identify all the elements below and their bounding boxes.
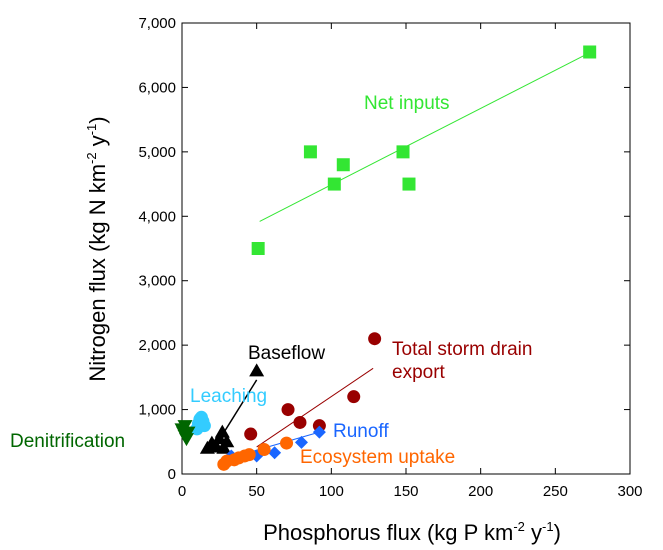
data-point [583, 45, 596, 58]
series-label-line: Ecosystem uptake [300, 447, 455, 468]
data-point [293, 416, 306, 429]
fit-line [260, 53, 590, 222]
x-tick-label: 50 [248, 483, 265, 500]
y-tick-label: 6,000 [138, 79, 176, 96]
series-label-line: Baseflow [248, 343, 325, 364]
x-axis-title: Phosphorus flux (kg P km-2 y-1) [263, 519, 561, 545]
series-label-line: Runoff [333, 421, 389, 442]
y-tick-label: 1,000 [138, 402, 176, 419]
data-point [280, 437, 293, 450]
series-label: Baseflow [248, 343, 325, 364]
data-point [252, 242, 265, 255]
series-label-line: Net inputs [364, 93, 450, 114]
series-label: Net inputs [364, 93, 450, 114]
data-point [347, 390, 360, 403]
series-label: Runoff [333, 421, 389, 442]
data-point [282, 403, 295, 416]
data-point [328, 178, 341, 191]
data-point [198, 419, 211, 432]
data-point [337, 158, 350, 171]
data-point [304, 145, 317, 158]
data-point [258, 443, 271, 456]
series-label: Denitrification [10, 431, 125, 452]
series-label-line: export [392, 362, 446, 383]
data-point [244, 428, 257, 441]
data-point [243, 448, 256, 461]
series-label-line: Total storm drain [392, 339, 532, 360]
series-label: Total storm drain export [392, 339, 532, 383]
data-point [249, 363, 264, 376]
x-tick-label: 0 [178, 483, 186, 500]
axis-ticks: 0 50 100 150 200 250 300 0 1,000 2,000 3,000 4,000 5… [138, 15, 642, 500]
series-label: Leaching [190, 386, 267, 407]
x-tick-label: 100 [319, 483, 344, 500]
data-point [368, 332, 381, 345]
y-tick-label: 0 [168, 466, 176, 483]
y-tick-label: 4,000 [138, 208, 176, 225]
y-tick-label: 3,000 [138, 273, 176, 290]
y-axis-title: Nitrogen flux (kg N km-2 y-1) [84, 116, 110, 381]
x-tick-label: 300 [617, 483, 642, 500]
x-tick-label: 150 [393, 483, 418, 500]
data-point [402, 178, 415, 191]
y-tick-label: 7,000 [138, 15, 176, 32]
x-tick-label: 200 [468, 483, 493, 500]
series-label: Ecosystem uptake [300, 447, 455, 468]
y-tick-label: 5,000 [138, 144, 176, 161]
data-point [397, 145, 410, 158]
x-tick-label: 250 [543, 483, 568, 500]
y-tick-label: 2,000 [138, 337, 176, 354]
series-label-line: Leaching [190, 386, 267, 407]
series-label-line: Denitrification [10, 431, 125, 452]
